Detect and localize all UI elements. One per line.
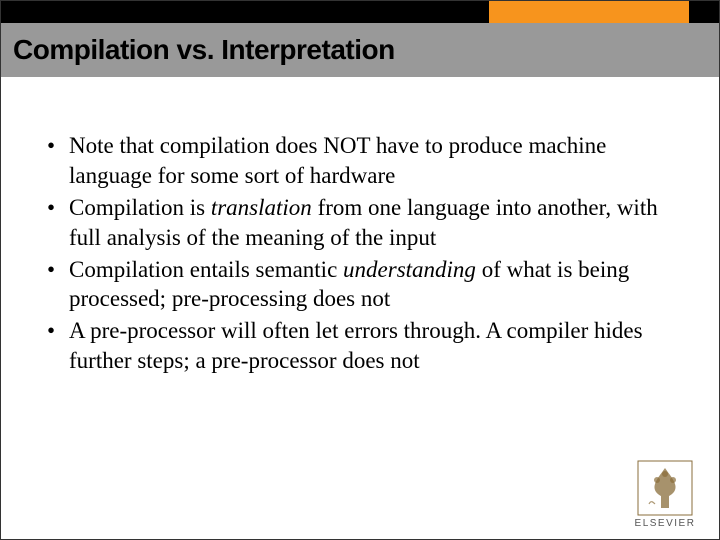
bullet-item: Compilation entails semantic understandi… (41, 255, 679, 315)
bullet-item: A pre-processor will often let errors th… (41, 316, 679, 376)
bullet-text-pre: Note that compilation does NOT have to p… (69, 133, 606, 188)
content-area: Note that compilation does NOT have to p… (41, 101, 679, 378)
slide: Compilation vs. Interpretation Note that… (0, 0, 720, 540)
publisher-logo-text: ELSEVIER (629, 518, 701, 529)
bullet-text-em: understanding (343, 257, 476, 282)
bullet-text-pre: Compilation is (69, 195, 211, 220)
bullet-item: Compilation is translation from one lang… (41, 193, 679, 253)
publisher-logo: ELSEVIER (629, 460, 701, 529)
title-bar: Compilation vs. Interpretation (1, 23, 719, 77)
bullet-list: Note that compilation does NOT have to p… (41, 131, 679, 376)
slide-title: Compilation vs. Interpretation (13, 34, 395, 66)
bullet-text-pre: Compilation entails semantic (69, 257, 343, 282)
elsevier-tree-icon (637, 460, 693, 516)
bullet-item: Note that compilation does NOT have to p… (41, 131, 679, 191)
bullet-text-pre: A pre-processor will often let errors th… (69, 318, 643, 373)
bullet-text-em: translation (211, 195, 312, 220)
